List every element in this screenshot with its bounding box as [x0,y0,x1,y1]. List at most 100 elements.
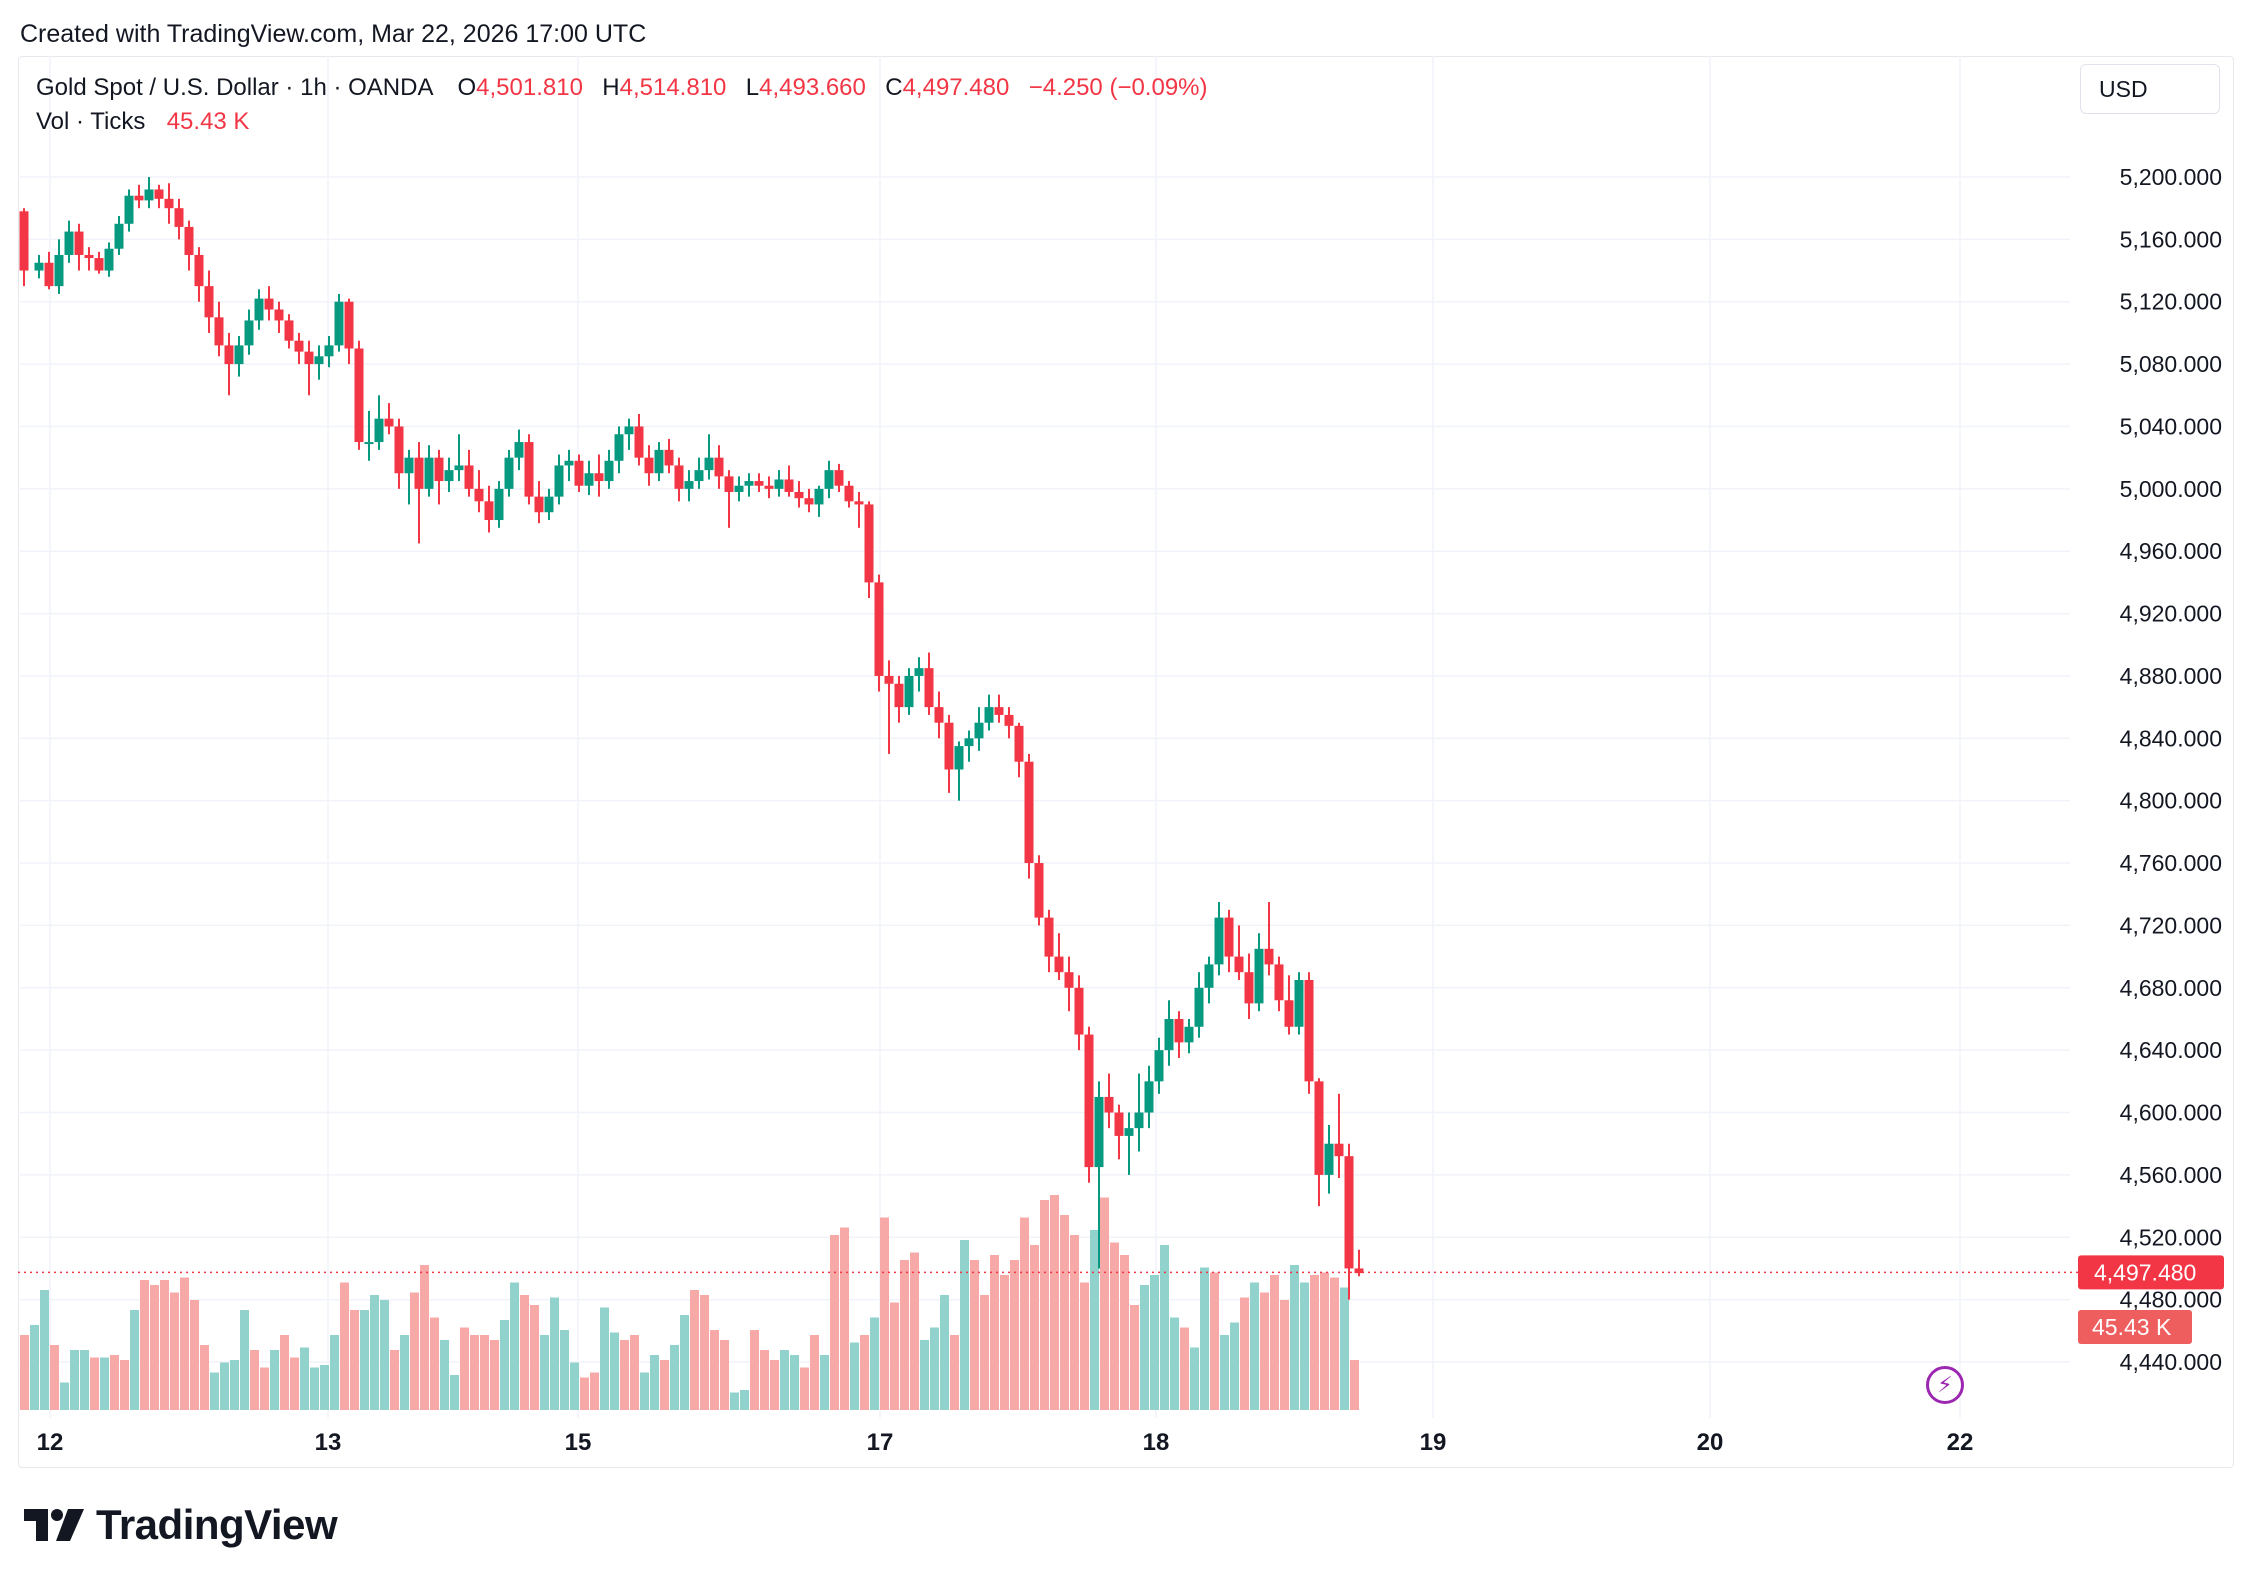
candle-body [1314,1081,1324,1175]
volume-bar [850,1342,859,1410]
candle-body [514,442,524,458]
volume-bar [870,1317,879,1410]
candle-body [444,470,454,482]
candle-body [584,473,594,486]
candle-body [244,320,254,346]
candle-body [194,254,204,287]
candle [624,418,634,450]
candle-body [454,465,464,471]
price-tick-label: 5,160.000 [2120,226,2222,252]
candle [134,184,144,209]
candle [1014,722,1024,778]
candle-body [84,254,94,259]
candle [1244,953,1254,1019]
candle [404,449,414,505]
candle-body [854,501,864,505]
candle [964,730,974,762]
candle-body [1004,714,1014,726]
volume-bar [780,1350,789,1410]
candle [534,481,544,524]
candle [224,332,234,396]
candle [474,470,484,513]
candle [504,449,514,497]
volume-bar [940,1295,949,1410]
candle-body [1074,987,1084,1035]
candle-body [574,460,584,486]
currency-button[interactable]: USD [2080,64,2220,114]
candle [554,454,564,505]
volume-bar [160,1280,169,1410]
volume-label[interactable]: Vol · Ticks [36,108,146,135]
volume-bar [130,1310,139,1410]
close-value: 4,497.480 [902,74,1010,101]
candle [1254,933,1264,1012]
candle-body [224,345,234,365]
volume-bar [960,1240,969,1410]
candle [1214,902,1224,976]
volume-bar [1150,1275,1159,1410]
candle [944,714,954,793]
volume-bar [1010,1260,1019,1410]
volume-bar [920,1340,929,1410]
candle-body [124,195,134,224]
candle [884,660,894,754]
price-tick-label: 4,840.000 [2120,725,2222,751]
volume-bar [450,1375,459,1410]
lightning-icon[interactable]: ⚡ [1926,1366,1964,1404]
candle-body [44,262,54,287]
candle-body [264,298,274,310]
candle [1314,1078,1324,1207]
volume-bar [280,1335,289,1410]
created-caption: Created with TradingView.com, Mar 22, 20… [20,20,647,48]
candle [684,470,694,502]
candle-body [54,254,64,287]
candle-body [134,195,144,201]
candle [874,574,884,692]
symbol-title[interactable]: Gold Spot / U.S. Dollar · 1h · OANDA [36,74,433,101]
candle-body [824,470,834,489]
volume-bar [1200,1267,1209,1410]
candle [54,239,64,294]
candle-body [384,418,394,427]
price-tick-label: 4,800.000 [2120,788,2222,814]
volume-tag: 45.43 K [2078,1310,2192,1344]
volume-bar [110,1355,119,1410]
candle-body [274,309,284,321]
candle-body [704,457,714,471]
volume-bar [150,1285,159,1410]
volume-bar [360,1310,369,1410]
candle-body [1184,1026,1194,1043]
candle [384,403,394,435]
candle-body [1284,1000,1294,1027]
candle [1124,1112,1134,1175]
candle-body [674,465,684,489]
volume-bar [1070,1235,1079,1410]
candle-body [1014,725,1024,762]
volume-bar [990,1255,999,1410]
volume-bar [800,1367,809,1410]
candle [1154,1037,1164,1094]
candle [1034,855,1044,926]
ohlc-legend: Gold Spot / U.S. Dollar · 1h · OANDA O4,… [36,74,1208,102]
candle [734,476,744,502]
candle-body [974,722,984,739]
candle [374,395,384,450]
volume-bar [290,1357,299,1410]
volume-bar [330,1335,339,1410]
candle [854,491,864,528]
volume-bar [1300,1282,1309,1410]
volume-bar [620,1340,629,1410]
candle [364,410,374,461]
volume-bar [190,1300,199,1410]
candle [794,481,804,508]
candle-body [564,460,574,466]
candle [1204,956,1214,1004]
volume-bar [1040,1200,1049,1410]
volume-bar [1110,1242,1119,1410]
candle-body [924,668,934,708]
candle [194,247,204,302]
candle-body [844,485,854,502]
candle-body [604,460,614,482]
candle-body [64,231,74,255]
